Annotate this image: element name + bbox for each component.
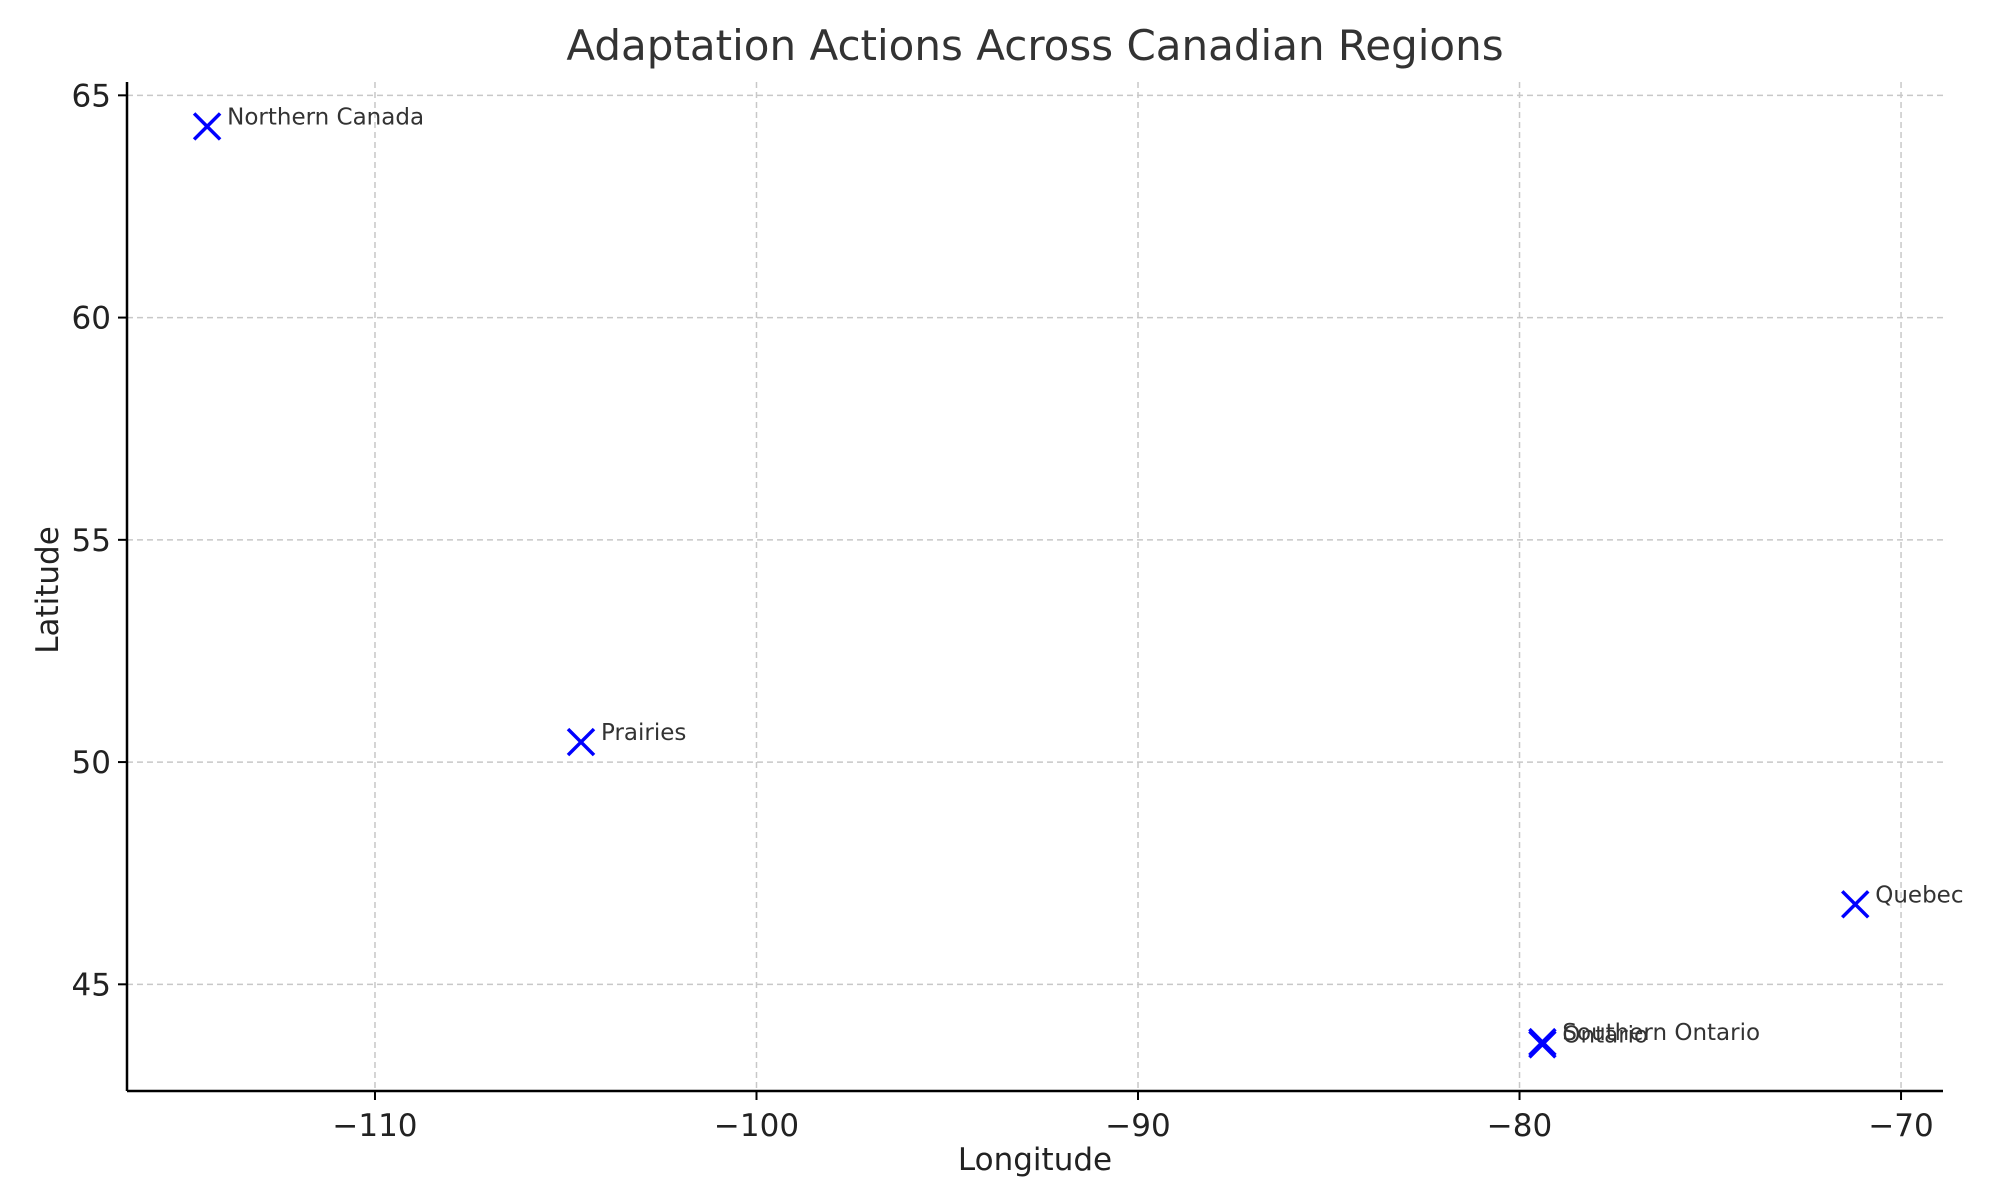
data-label: Ontario [1562,1022,1648,1048]
marker-stroke [566,727,596,757]
x-tick-label: −90 [1105,1108,1170,1144]
data-point [566,727,596,757]
marker-stroke [192,112,222,141]
y-tick-label: 45 [72,967,111,1003]
marker-stroke [1841,890,1870,919]
x-axis-label: Longitude [958,1142,1112,1178]
chart-title: Adaptation Actions Across Canadian Regio… [566,21,1503,70]
data-labels: Northern Canada Prairies Quebec Southern On… [227,104,1963,1048]
data-point [1528,1030,1557,1059]
y-axis-label: Latitude [30,526,66,654]
data-label: Southern Ontario [1562,1020,1760,1046]
y-tick-label: 55 [72,523,111,559]
x-tick-label: −100 [714,1108,799,1144]
x-tick-label: −70 [1868,1108,1933,1144]
grid [127,82,1943,1091]
marker-stroke [1528,1030,1557,1059]
data-point [192,112,222,141]
x-tick-label: −80 [1487,1108,1552,1144]
ticks: −110 −100 −90 −80 −70 45 50 55 60 65 [72,78,1934,1144]
data-points [192,112,1870,1059]
y-tick-label: 60 [72,301,111,337]
x-tick-label: −110 [332,1108,417,1144]
data-label: Prairies [601,720,686,746]
data-label: Quebec [1875,882,1963,908]
y-tick-label: 65 [72,78,111,114]
data-point [1841,890,1870,919]
y-tick-label: 50 [72,745,111,781]
axes [125,82,1943,1093]
data-label: Northern Canada [227,104,424,130]
